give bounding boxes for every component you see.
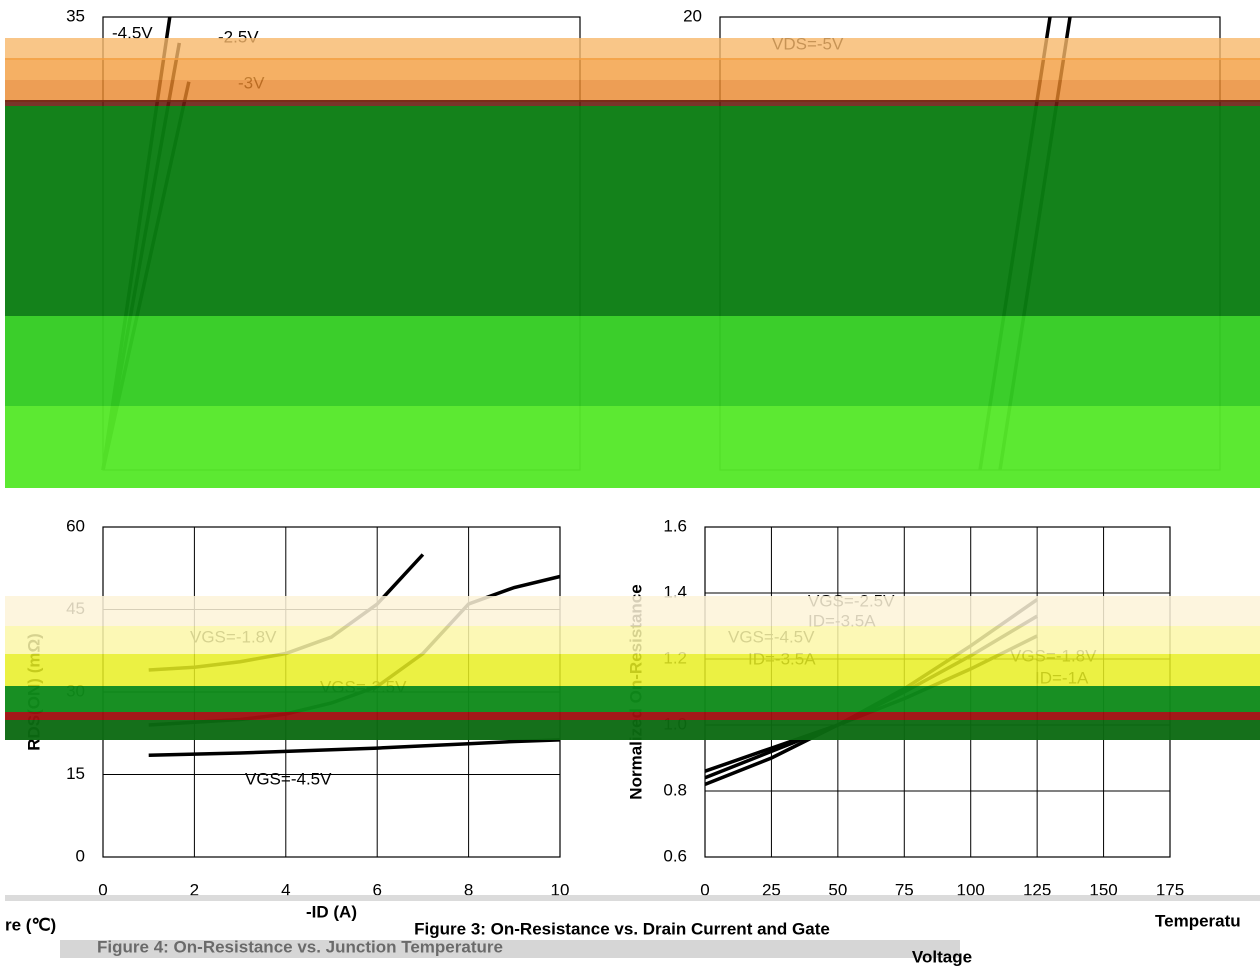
glitch-band: [5, 106, 1260, 316]
x-axis-label: -ID (A): [306, 902, 357, 921]
glitch-band: [5, 316, 1260, 406]
figure-caption: Figure 3: On-Resistance vs. Drain Curren…: [414, 919, 830, 938]
glitch-band: [5, 80, 1260, 102]
x-tick-label: 75: [895, 880, 914, 899]
x-tick-label: 100: [957, 880, 985, 899]
glitch-band: [60, 940, 960, 958]
x-tick-label: 10: [551, 880, 570, 899]
label-fragment: Temperatu: [1155, 911, 1241, 930]
glitch-band: [5, 100, 1260, 106]
y-tick-label: 0.6: [663, 846, 687, 865]
x-tick-label: 125: [1023, 880, 1051, 899]
y-tick-label: 15: [66, 764, 85, 783]
y-tick-label: 20: [683, 6, 702, 25]
x-tick-label: 4: [281, 880, 290, 899]
glitch-band: [5, 720, 1260, 740]
glitch-band: [5, 406, 1260, 488]
series-label: VGS=-4.5V: [245, 769, 332, 788]
glitch-band: [5, 895, 1260, 901]
x-tick-label: 150: [1089, 880, 1117, 899]
glitch-band: [5, 58, 1260, 80]
glitch-band: [5, 626, 1260, 654]
y-tick-label: 60: [66, 516, 85, 535]
x-tick-label: 6: [372, 880, 381, 899]
y-tick-label: 35: [66, 6, 85, 25]
label-fragment: re (℃): [5, 915, 56, 934]
figure-caption: Voltage: [912, 947, 972, 966]
y-tick-label: 0: [76, 846, 85, 865]
glitch-band: [5, 38, 1260, 60]
glitch-band: [5, 596, 1260, 626]
glitch-band: [5, 686, 1260, 712]
annotation: -4.5V: [112, 23, 153, 42]
x-tick-label: 175: [1156, 880, 1184, 899]
glitch-band: [5, 712, 1260, 720]
figure-caption: Figure 4: On-Resistance vs. Junction Tem…: [97, 937, 503, 956]
x-tick-label: 0: [98, 880, 107, 899]
x-tick-label: 25: [762, 880, 781, 899]
glitch-band: [5, 654, 1260, 686]
x-tick-label: 8: [464, 880, 473, 899]
y-tick-label: 1.6: [663, 516, 687, 535]
x-tick-label: 2: [190, 880, 199, 899]
series-line: [148, 738, 561, 757]
x-tick-label: 0: [700, 880, 709, 899]
y-tick-label: 0.8: [663, 780, 687, 799]
x-tick-label: 50: [828, 880, 847, 899]
